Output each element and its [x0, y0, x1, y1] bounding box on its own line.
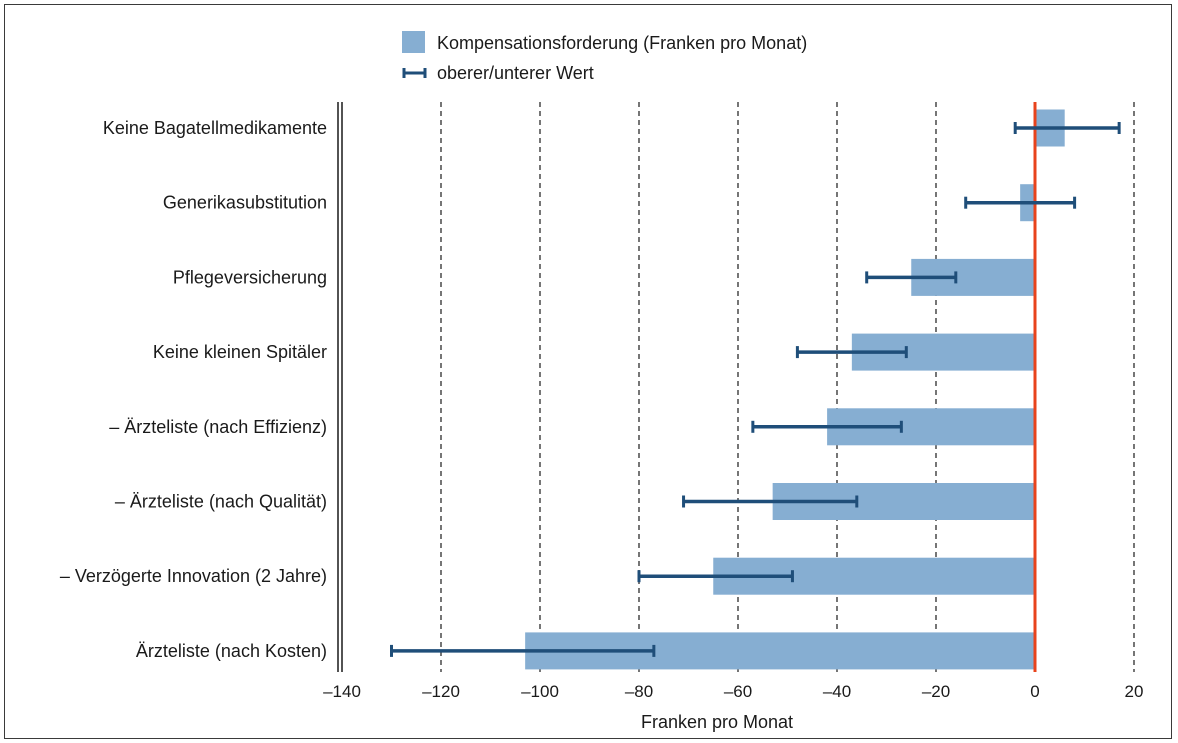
category-label: Generikasubstitution: [163, 193, 327, 213]
legend-errorbar-label: oberer/unterer Wert: [437, 63, 594, 83]
category-label: Pflegeversicherung: [173, 267, 327, 287]
category-label: Ärzteliste (nach Kosten): [136, 641, 327, 661]
error-bar: [390, 644, 656, 657]
x-tick-label: 20: [1125, 682, 1144, 701]
x-tick-label: –40: [823, 682, 851, 701]
legend-bar-swatch: [402, 31, 425, 53]
error-bar: [637, 570, 794, 583]
category-label: – Ärzteliste (nach Qualität): [115, 492, 327, 512]
error-bar: [751, 420, 903, 433]
grid-lines: [337, 102, 1135, 672]
x-tick-label: –60: [724, 682, 752, 701]
x-tick-labels: –140 –120 –100 –80 –60 –40 –20 0 20: [323, 682, 1143, 701]
category-label: Keine Bagatellmedikamente: [103, 118, 327, 138]
error-bar: [1013, 122, 1121, 134]
category-label: – Ärzteliste (nach Effizienz): [109, 417, 327, 437]
x-tick-label: –80: [625, 682, 653, 701]
category-label: – Verzögerte Innovation (2 Jahre): [60, 566, 327, 586]
bars: [525, 109, 1065, 670]
error-bar: [964, 196, 1077, 209]
error-bar: [865, 271, 958, 284]
legend-bar-label: Kompensationsforderung (Franken pro Mona…: [437, 33, 807, 53]
chart-frame: [4, 4, 1172, 739]
x-axis-title: Franken pro Monat: [641, 712, 793, 732]
x-tick-label: –100: [521, 682, 559, 701]
category-label: Keine kleinen Spitäler: [153, 342, 327, 362]
x-tick-label: –20: [922, 682, 950, 701]
legend-errorbar-swatch: [402, 68, 427, 78]
error-bars: [390, 122, 1121, 657]
category-labels: Keine Bagatellmedikamente Generikasubstit…: [60, 118, 327, 661]
x-tick-label: 0: [1030, 682, 1039, 701]
legend: Kompensationsforderung (Franken pro Mona…: [402, 31, 807, 83]
x-tick-label: –140: [323, 682, 361, 701]
error-bar: [795, 346, 908, 359]
error-bar: [682, 495, 859, 508]
x-tick-label: –120: [422, 682, 460, 701]
